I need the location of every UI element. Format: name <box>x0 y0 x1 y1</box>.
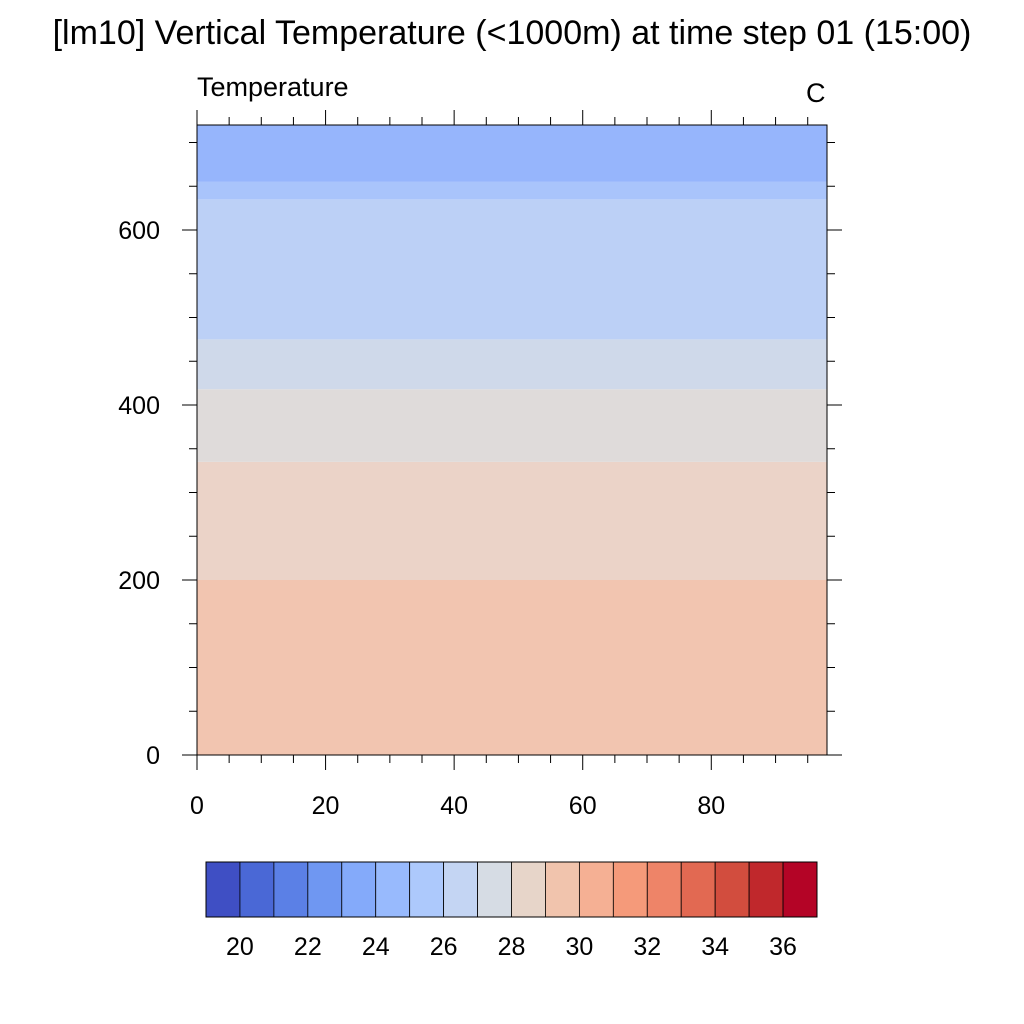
colorbar-box-2 <box>273 861 309 918</box>
temperature-band-5 <box>197 181 827 200</box>
y-tick-label: 200 <box>118 567 160 595</box>
colorbar-box-16 <box>748 861 784 918</box>
x-tick-label: 80 <box>697 792 725 820</box>
colorbar-box-3 <box>307 861 343 918</box>
left-string: Temperature <box>197 72 349 102</box>
colorbar-box-15 <box>714 861 750 918</box>
y-tick-label: 0 <box>146 742 160 770</box>
x-tick-label: 60 <box>569 792 597 820</box>
x-tick-label: 40 <box>440 792 468 820</box>
colorbar-label: 36 <box>769 933 797 961</box>
colorbar-label: 34 <box>701 933 729 961</box>
plot-frame <box>196 124 828 756</box>
temperature-band-0 <box>197 580 827 755</box>
temperature-band-6 <box>197 125 827 182</box>
temperature-band-4 <box>197 199 827 340</box>
colorbar-box-14 <box>680 861 716 918</box>
y-tick-label: 400 <box>118 392 160 420</box>
colorbar-box-7 <box>443 861 478 918</box>
colorbar-label: 22 <box>294 933 322 961</box>
colorbar-box-5 <box>375 861 411 918</box>
colorbar-box-17 <box>782 861 818 918</box>
colorbar-label: 32 <box>633 933 661 961</box>
units-string: C <box>806 78 826 108</box>
temperature-band-1 <box>197 461 827 580</box>
colorbar-box-8 <box>477 861 512 918</box>
chart-title: [lm10] Vertical Temperature (<1000m) at … <box>52 14 972 52</box>
colorbar-box-12 <box>612 861 648 918</box>
colorbar-box-0 <box>205 861 241 918</box>
colorbar-label: 24 <box>362 933 390 961</box>
colorbar-box-1 <box>239 861 275 918</box>
colorbar-label: 26 <box>430 933 458 961</box>
colorbar-box-13 <box>646 861 682 918</box>
y-tick-label: 600 <box>118 217 160 245</box>
colorbar-label: 20 <box>226 933 254 961</box>
colorbar-frame <box>205 861 818 918</box>
x-tick-label: 20 <box>312 792 340 820</box>
colorbar-label: 30 <box>565 933 593 961</box>
temperature-band-2 <box>197 389 827 462</box>
colorbar-box-10 <box>545 861 580 918</box>
colorbar-label: 28 <box>498 933 526 961</box>
colorbar-box-4 <box>341 861 377 918</box>
colorbar-box-9 <box>511 861 546 918</box>
colorbar-box-6 <box>409 861 445 918</box>
x-tick-label: 0 <box>190 792 204 820</box>
temperature-band-3 <box>197 339 827 390</box>
colorbar-box-11 <box>578 861 614 918</box>
